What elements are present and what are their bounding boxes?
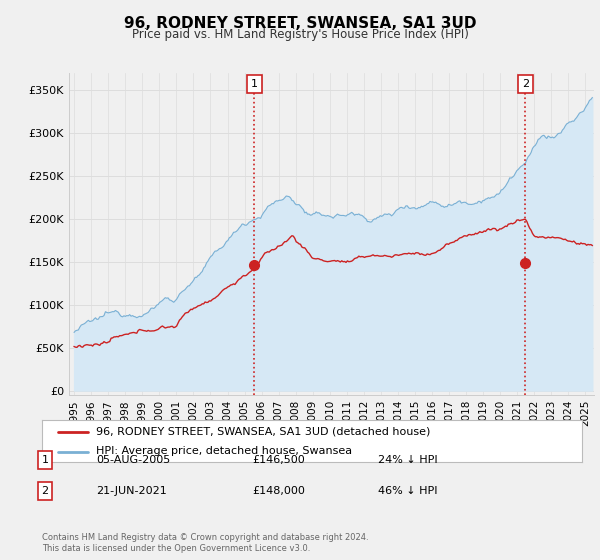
- Text: HPI: Average price, detached house, Swansea: HPI: Average price, detached house, Swan…: [96, 446, 352, 456]
- Text: Price paid vs. HM Land Registry's House Price Index (HPI): Price paid vs. HM Land Registry's House …: [131, 28, 469, 41]
- Text: £146,500: £146,500: [252, 455, 305, 465]
- Text: Contains HM Land Registry data © Crown copyright and database right 2024.
This d: Contains HM Land Registry data © Crown c…: [42, 533, 368, 553]
- Text: 1: 1: [41, 455, 49, 465]
- Text: 96, RODNEY STREET, SWANSEA, SA1 3UD: 96, RODNEY STREET, SWANSEA, SA1 3UD: [124, 16, 476, 31]
- Text: £148,000: £148,000: [252, 486, 305, 496]
- Text: 1: 1: [251, 79, 258, 89]
- Text: 24% ↓ HPI: 24% ↓ HPI: [378, 455, 437, 465]
- Text: 46% ↓ HPI: 46% ↓ HPI: [378, 486, 437, 496]
- Text: 21-JUN-2021: 21-JUN-2021: [96, 486, 167, 496]
- Text: 96, RODNEY STREET, SWANSEA, SA1 3UD (detached house): 96, RODNEY STREET, SWANSEA, SA1 3UD (det…: [96, 427, 430, 437]
- Text: 2: 2: [41, 486, 49, 496]
- Text: 2: 2: [522, 79, 529, 89]
- Text: 05-AUG-2005: 05-AUG-2005: [96, 455, 170, 465]
